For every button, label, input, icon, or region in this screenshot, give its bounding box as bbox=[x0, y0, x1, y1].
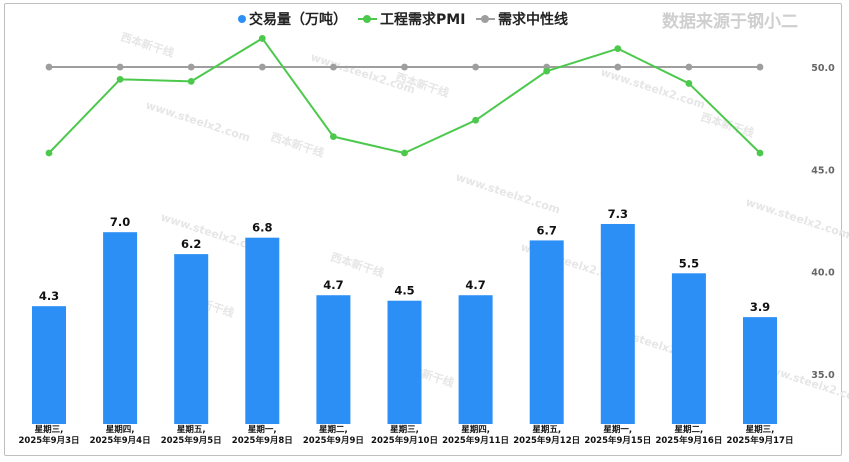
point-neutral-6 bbox=[472, 63, 479, 71]
bar-series-volume bbox=[32, 223, 777, 424]
bar-0 bbox=[32, 306, 66, 424]
bar-2 bbox=[174, 254, 209, 424]
bar-value-label-10: 3.9 bbox=[750, 300, 770, 314]
y-tick-label-0: 50.0 bbox=[811, 63, 835, 74]
point-pmi-6 bbox=[472, 116, 479, 124]
x-tick-label-8: 星期一, 2025年9月15日 bbox=[584, 424, 651, 446]
bar-5 bbox=[387, 300, 422, 424]
x-tick-label-9: 星期二, 2025年9月16日 bbox=[655, 424, 722, 446]
legend-label-volume: 交易量（万吨） bbox=[249, 11, 347, 28]
legend-dot-neutral bbox=[481, 15, 489, 23]
y-tick-label-2: 40.0 bbox=[811, 268, 835, 279]
background-mark-4: 西本新干线 bbox=[269, 130, 326, 160]
x-tick-label-3: 星期一, 2025年9月8日 bbox=[232, 424, 293, 446]
x-tick-label-4: 星期二, 2025年9月9日 bbox=[303, 424, 364, 446]
bar-8 bbox=[600, 223, 635, 424]
point-neutral-3 bbox=[258, 63, 266, 71]
background-mark-3: 西本新干线 bbox=[119, 30, 176, 60]
point-pmi-1 bbox=[116, 75, 124, 83]
legend-dot-pmi bbox=[363, 15, 371, 23]
point-neutral-10 bbox=[756, 63, 764, 71]
point-pmi-2 bbox=[187, 77, 195, 85]
bar-value-label-4: 4.7 bbox=[323, 278, 343, 292]
background-mark-0: www.steelx2.com bbox=[144, 98, 252, 144]
bar-value-label-2: 6.2 bbox=[181, 237, 201, 251]
line-pmi bbox=[48, 37, 761, 154]
point-pmi-0 bbox=[45, 149, 53, 157]
bar-6 bbox=[458, 295, 493, 424]
background-mark-6: 西本新干线 bbox=[699, 110, 756, 140]
x-tick-label-10: 星期三, 2025年9月17日 bbox=[727, 424, 794, 446]
point-pmi-3 bbox=[258, 35, 266, 42]
legend-item-neutral[interactable]: 需求中性线 bbox=[476, 11, 568, 28]
x-tick-label-1: 星期四, 2025年9月4日 bbox=[90, 424, 151, 446]
chart-frame bbox=[4, 3, 842, 456]
y-tick-label-3: 35.0 bbox=[811, 370, 835, 381]
legend-item-volume[interactable]: 交易量（万吨） bbox=[238, 11, 347, 28]
point-neutral-4 bbox=[330, 63, 337, 71]
point-neutral-1 bbox=[116, 63, 124, 71]
bar-value-label-5: 4.5 bbox=[394, 284, 414, 298]
bar-1 bbox=[103, 232, 138, 424]
point-neutral-5 bbox=[401, 63, 408, 71]
x-tick-label-2: 星期五, 2025年9月5日 bbox=[161, 424, 222, 446]
source-watermark: 数据来源于钢小二 bbox=[662, 11, 798, 32]
bar-value-label-7: 6.7 bbox=[537, 223, 557, 237]
point-neutral-0 bbox=[45, 63, 53, 71]
x-tick-label-7: 星期五, 2025年9月12日 bbox=[513, 424, 580, 446]
point-pmi-9 bbox=[685, 80, 693, 87]
legend-dot-volume bbox=[238, 15, 246, 23]
point-pmi-7 bbox=[543, 67, 551, 75]
point-pmi-10 bbox=[756, 149, 764, 157]
legend: 交易量（万吨） 工程需求PMI 需求中性线 bbox=[238, 11, 568, 28]
point-neutral-9 bbox=[685, 63, 693, 71]
legend-label-pmi: 工程需求PMI bbox=[380, 11, 465, 28]
legend-label-neutral: 需求中性线 bbox=[498, 11, 568, 28]
line-series bbox=[45, 35, 764, 157]
bar-value-label-1: 7.0 bbox=[110, 215, 130, 229]
x-tick-label-5: 星期三, 2025年9月10日 bbox=[371, 424, 438, 446]
background-mark-2: www.steelx2.com bbox=[599, 65, 707, 111]
x-tick-label-0: 星期三, 2025年9月3日 bbox=[19, 424, 80, 446]
bar-10 bbox=[743, 317, 777, 424]
bar-7 bbox=[529, 240, 564, 424]
bar-value-label-6: 4.7 bbox=[465, 278, 485, 292]
y-axis-right-ticks: 50.0 45.0 40.0 35.0 bbox=[811, 63, 835, 381]
bar-value-labels: 4.3 7.0 6.2 6.8 4.7 4.5 4.7 6.7 7.3 5.5 3.9 bbox=[39, 207, 770, 314]
legend-item-pmi[interactable]: 工程需求PMI bbox=[358, 11, 465, 28]
bar-9 bbox=[671, 273, 706, 424]
point-pmi-4 bbox=[330, 133, 337, 141]
bar-value-label-8: 7.3 bbox=[608, 207, 628, 221]
bar-3 bbox=[245, 237, 280, 424]
bar-value-label-3: 6.8 bbox=[252, 221, 272, 235]
background-mark-8: 西本新干线 bbox=[329, 250, 386, 280]
point-pmi-8 bbox=[614, 45, 622, 53]
point-neutral-8 bbox=[614, 63, 622, 71]
bar-4 bbox=[316, 295, 351, 424]
x-tick-label-6: 星期四, 2025年9月11日 bbox=[442, 424, 509, 446]
bar-value-label-0: 4.3 bbox=[39, 289, 59, 303]
background-mark-10: www.steelx2.com bbox=[744, 195, 849, 241]
y-tick-label-1: 45.0 bbox=[811, 165, 835, 176]
background-mark-5: www.steelx2.com bbox=[454, 170, 562, 216]
bar-value-label-9: 5.5 bbox=[679, 256, 699, 270]
point-pmi-5 bbox=[401, 149, 408, 157]
point-neutral-2 bbox=[187, 63, 195, 71]
